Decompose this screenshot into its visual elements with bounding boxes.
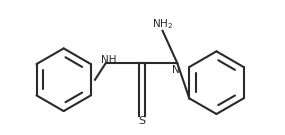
- Text: N: N: [172, 65, 180, 75]
- Text: NH: NH: [101, 55, 117, 65]
- Text: S: S: [139, 116, 146, 126]
- Text: NH$_2$: NH$_2$: [152, 17, 173, 31]
